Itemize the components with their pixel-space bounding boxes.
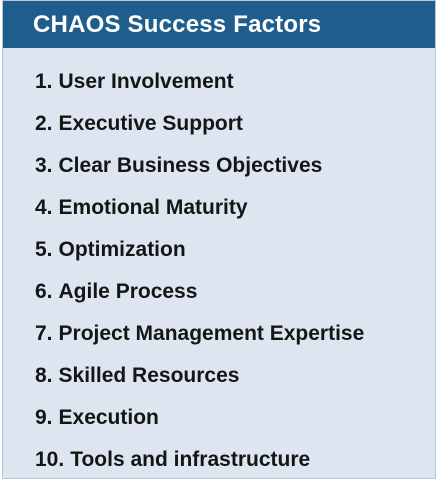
- success-factors-list: 1. User Involvement 2. Executive Support…: [35, 60, 435, 480]
- success-factors-panel: CHAOS Success Factors 1. User Involvemen…: [2, 0, 436, 479]
- list-item-label: Clear Business Objectives: [58, 153, 323, 177]
- list-item-label: Skilled Resources: [58, 363, 240, 387]
- list-item: 6. Agile Process: [35, 270, 435, 312]
- list-item-label: Project Management Expertise: [58, 321, 365, 345]
- list-item: 10. Tools and infrastructure: [35, 438, 435, 480]
- list-item-number: 1.: [35, 69, 53, 93]
- list-item-number: 7.: [35, 321, 53, 345]
- list-item-label: Emotional Maturity: [58, 195, 248, 219]
- list-item-label: Agile Process: [58, 279, 198, 303]
- list-item-label: Executive Support: [58, 111, 243, 135]
- list-item: 9. Execution: [35, 396, 435, 438]
- list-item: 4. Emotional Maturity: [35, 186, 435, 228]
- panel-title: CHAOS Success Factors: [33, 10, 322, 38]
- list-item: 3. Clear Business Objectives: [35, 144, 435, 186]
- list-item: 2. Executive Support: [35, 102, 435, 144]
- list-item-label: User Involvement: [58, 69, 234, 93]
- list-item: 7. Project Management Expertise: [35, 312, 435, 354]
- list-item: 8. Skilled Resources: [35, 354, 435, 396]
- list-item-number: 8.: [35, 363, 53, 387]
- list-item-number: 4.: [35, 195, 53, 219]
- list-item-number: 3.: [35, 153, 53, 177]
- list-item-number: 5.: [35, 237, 53, 261]
- panel-header: CHAOS Success Factors: [3, 1, 435, 48]
- list-item: 1. User Involvement: [35, 60, 435, 102]
- list-item-label: Execution: [58, 405, 159, 429]
- list-item-number: 10.: [35, 447, 65, 471]
- list-item-number: 9.: [35, 405, 53, 429]
- list-item-number: 6.: [35, 279, 53, 303]
- list-item-label: Optimization: [58, 237, 186, 261]
- list-item-label: Tools and infrastructure: [70, 447, 311, 471]
- list-item: 5. Optimization: [35, 228, 435, 270]
- list-item-number: 2.: [35, 111, 53, 135]
